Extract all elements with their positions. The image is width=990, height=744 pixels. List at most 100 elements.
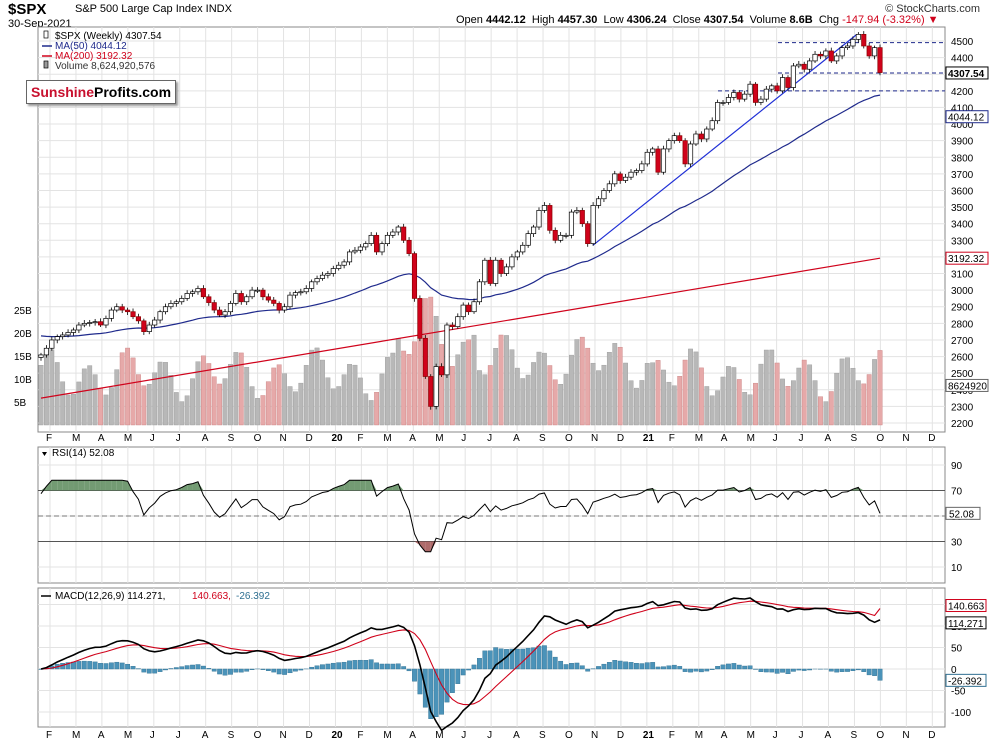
x-tick-label-bottom: O: [254, 730, 262, 741]
x-tick-label-bottom: M: [747, 730, 755, 741]
macd-histogram-bar: [249, 668, 255, 670]
price-candle: [541, 202, 547, 213]
macd-histogram-bar: [807, 668, 813, 671]
x-tick-label-bottom: N: [280, 730, 287, 741]
price-candle: [671, 132, 677, 144]
candle-body: [752, 83, 759, 103]
x-tick-label-bottom: A: [202, 730, 209, 741]
volume-bar: [542, 352, 547, 426]
price-candle: [720, 100, 726, 106]
volume-bar: [487, 365, 493, 426]
volume-bar: [314, 347, 320, 426]
price-candle: [411, 251, 418, 302]
candle-body: [260, 289, 266, 298]
last-value-box: [945, 378, 989, 392]
candle-body: [233, 293, 239, 304]
macd-histogram-bar: [504, 649, 509, 670]
candle-body: [276, 303, 282, 311]
price-candle: [817, 51, 824, 60]
candle-body: [76, 324, 82, 331]
x-tick-label: D: [617, 433, 624, 444]
macd-histogram-bar: [395, 663, 401, 670]
price-candle: [433, 363, 439, 410]
price-tick-label: 2200: [951, 419, 974, 430]
macd-histogram-bar: [666, 665, 672, 670]
rsi-overbought-fill: [360, 480, 366, 491]
volume-bar: [390, 352, 396, 426]
price-candle: [568, 209, 575, 239]
volume-bar: [796, 367, 802, 426]
rsi-overbought-fill: [344, 480, 350, 491]
candle-body: [309, 281, 315, 289]
x-tick-label: J: [461, 433, 466, 444]
candle-body: [81, 322, 87, 326]
price-candle: [552, 227, 558, 244]
price-candle: [844, 42, 851, 50]
volume-bar: [818, 396, 823, 426]
macd-histogram-bar: [747, 665, 753, 670]
volume-bar: [747, 394, 753, 426]
price-candle: [54, 334, 60, 344]
volume-bar: [525, 374, 531, 426]
candle-body: [125, 309, 131, 313]
candle-body: [503, 266, 510, 274]
macd-histogram-bar: [569, 663, 574, 670]
macd-histogram-bar: [693, 668, 699, 672]
candle-body: [677, 135, 683, 142]
candle-body: [200, 288, 206, 298]
candle-body: [660, 148, 667, 173]
stockcharts-credit[interactable]: © StockCharts.com: [885, 3, 980, 15]
price-tick-label: 3400: [951, 220, 974, 231]
candle-body: [336, 264, 342, 269]
volume-bar: [363, 393, 369, 426]
price-tick-label: 3300: [951, 236, 974, 247]
price-candle: [547, 203, 553, 234]
candle-body: [244, 296, 250, 303]
candle-body: [146, 324, 152, 333]
volume-bar: [514, 367, 520, 426]
volume-bar: [60, 381, 66, 426]
x-tick-label: A: [513, 433, 520, 444]
price-candle: [742, 90, 748, 102]
chg-label: Chg: [818, 14, 839, 26]
macd-histogram-bar: [98, 663, 103, 670]
x-tick-label-bottom: M: [124, 730, 132, 741]
macd-histogram-bar: [471, 664, 477, 670]
candle-body: [709, 120, 715, 130]
price-candle: [341, 259, 347, 269]
macd-histogram-bar: [309, 666, 315, 670]
candle-body: [671, 135, 677, 142]
volume-bar: [585, 347, 591, 426]
volume-bar: [146, 383, 152, 426]
rsi-overbought-fill: [78, 480, 85, 491]
volume-bar: [839, 358, 845, 426]
x-tick-label: A: [409, 433, 416, 444]
macd-histogram-bar: [217, 668, 223, 675]
macd-histogram-bar: [200, 665, 206, 670]
candle-body: [482, 259, 488, 283]
macd-histogram-bar: [76, 661, 82, 670]
price-candle: [276, 301, 282, 314]
volume-bar: [352, 364, 358, 426]
price-candle: [839, 45, 845, 60]
candle-body: [455, 316, 461, 328]
candle-body: [476, 281, 482, 303]
last-value-text: 114.271: [948, 619, 984, 630]
candle-body: [823, 50, 829, 57]
macd-histogram-bar: [163, 668, 168, 671]
macd-histogram-bar: [455, 668, 461, 684]
price-tick-label: 3600: [951, 186, 974, 197]
rsi-overbought-fill: [51, 480, 58, 491]
volume-bar: [828, 391, 834, 426]
macd-line: [40, 597, 881, 732]
price-candle: [319, 271, 326, 281]
candle-body: [211, 302, 217, 311]
candle-body: [855, 34, 861, 40]
volume-bar: [574, 339, 580, 426]
candle-body: [758, 98, 764, 103]
volume-bar: [790, 380, 796, 426]
price-candle: [206, 294, 212, 306]
price-candle: [287, 291, 293, 310]
price-candle: [179, 295, 185, 305]
